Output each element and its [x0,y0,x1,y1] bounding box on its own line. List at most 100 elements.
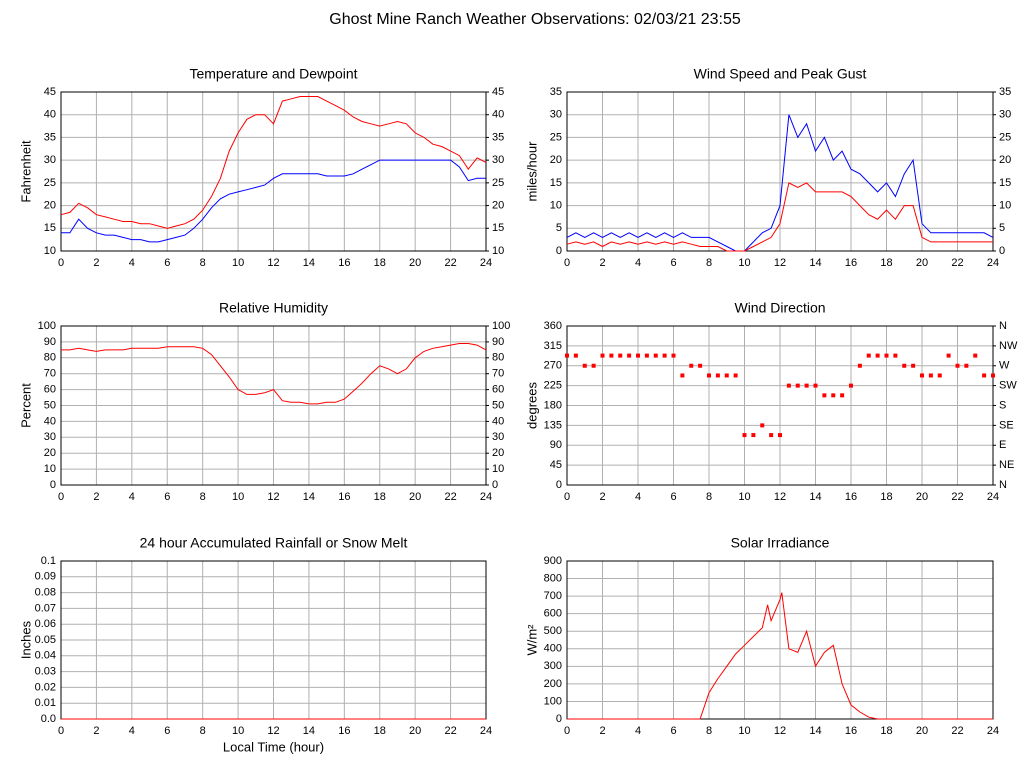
x-tick-label: 0 [58,725,64,737]
y-tick-label: 20 [550,154,562,166]
y2-tick-label: NE [999,459,1014,471]
x-tick-label: 14 [303,257,315,269]
y-axis-label: Fahrenheit [18,140,33,203]
point [609,353,614,358]
y-tick-label: 35 [550,86,562,98]
y-tick-label: 10 [550,199,562,211]
point [751,433,756,438]
x-tick-label: 4 [635,257,641,269]
y-tick-label: 40 [44,415,56,427]
y-tick-label: 0 [556,245,562,257]
y-tick-label: 800 [544,572,562,584]
x-tick-label: 6 [670,491,676,503]
x-tick-label: 18 [374,257,386,269]
y2-tick-label: 10 [999,199,1011,211]
point [928,373,933,378]
y2-tick-label: 15 [999,177,1011,189]
y-tick-label: 30 [550,109,562,121]
x-tick-label: 2 [599,257,605,269]
y-tick-label: 15 [44,222,56,234]
x-tick-label: 12 [267,491,279,503]
y-tick-label: 0.08 [35,587,56,599]
y-tick-label: 0.05 [35,634,56,646]
y2-tick-label: 0 [492,479,498,491]
x-tick-label: 18 [880,491,892,503]
point [973,353,978,358]
y2-tick-label: 20 [492,199,504,211]
x-tick-label: 20 [916,491,928,503]
point [849,383,853,388]
x-tick-label: 2 [93,725,99,737]
y-tick-label: 30 [44,154,56,166]
point [893,353,898,358]
point [946,353,951,358]
y-axis-label: degrees [524,382,539,429]
y-tick-label: 0 [556,479,562,491]
y2-tick-label: 30 [999,109,1011,121]
x-tick-label: 14 [809,725,821,737]
point [857,363,862,368]
y2-tick-label: 60 [492,384,504,396]
y-tick-label: 25 [550,131,562,143]
x-axis-label: Local Time (hour) [223,739,324,754]
chart-title: Wind Speed and Peak Gust [694,66,867,82]
x-tick-label: 12 [774,491,786,503]
point [627,353,632,358]
x-tick-label: 22 [444,725,456,737]
x-tick-label: 10 [738,491,750,503]
x-tick-label: 16 [845,491,857,503]
y-tick-label: 900 [544,555,562,567]
point [795,383,800,388]
y2-tick-label: 25 [999,131,1011,143]
x-tick-label: 22 [951,491,963,503]
point [636,353,640,358]
y-tick-label: 100 [38,320,56,332]
y-tick-label: 0.04 [35,650,56,662]
point [573,353,578,358]
y2-tick-label: 35 [999,86,1011,98]
series-line [566,114,994,252]
y-tick-label: 10 [44,245,56,257]
y-tick-label: 400 [544,643,562,655]
y-tick-label: 60 [44,384,56,396]
x-tick-label: 0 [58,257,64,269]
point [565,353,569,358]
point [644,353,649,358]
chart-title: Wind Direction [734,300,825,316]
x-tick-label: 4 [129,491,135,503]
y-tick-label: 0.09 [35,571,56,583]
y-tick-label: 15 [550,177,562,189]
point [600,353,605,358]
point [724,373,729,378]
x-tick-label: 16 [338,491,350,503]
x-tick-label: 6 [670,257,676,269]
x-tick-label: 2 [599,491,605,503]
point [653,353,658,358]
y2-tick-label: 30 [492,154,504,166]
plot-frame [60,325,487,486]
y-tick-label: 45 [550,459,562,471]
series-line [566,182,993,252]
x-tick-label: 0 [58,491,64,503]
y-tick-label: 35 [44,131,56,143]
x-tick-label: 22 [951,725,963,737]
y2-tick-label: SE [999,419,1014,431]
x-tick-label: 20 [409,257,421,269]
x-tick-label: 4 [129,257,135,269]
y2-tick-label: N [999,479,1007,491]
x-tick-label: 6 [164,257,170,269]
y-tick-label: 225 [544,380,562,392]
y-tick-label: 0.1 [41,555,56,567]
chart-title: 24 hour Accumulated Rainfall or Snow Mel… [140,535,408,551]
x-tick-label: 16 [845,257,857,269]
point [955,363,960,368]
x-tick-label: 10 [232,257,244,269]
y-tick-label: 270 [544,360,562,372]
chart-title: Temperature and Dewpoint [189,66,357,82]
x-tick-label: 20 [916,725,928,737]
x-tick-label: 8 [706,257,712,269]
chart-title: Solar Irradiance [731,535,830,551]
y-tick-label: 0.03 [35,666,56,678]
x-tick-label: 16 [338,257,350,269]
